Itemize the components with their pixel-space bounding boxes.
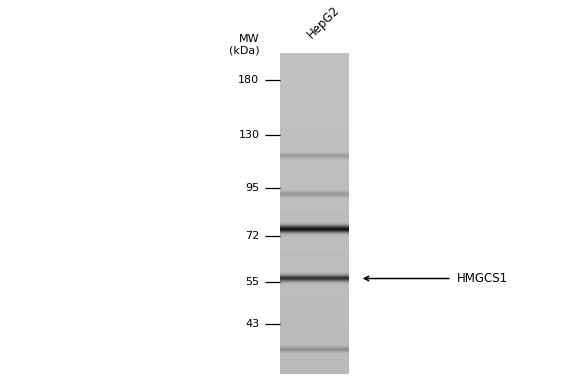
Text: 43: 43 [246, 319, 260, 328]
Text: 95: 95 [246, 183, 260, 194]
Text: 130: 130 [239, 130, 260, 140]
Text: 72: 72 [245, 231, 260, 241]
Text: 55: 55 [246, 277, 260, 287]
Text: HMGCS1: HMGCS1 [457, 272, 509, 285]
Text: HepG2: HepG2 [305, 3, 342, 40]
Text: MW
(kDa): MW (kDa) [229, 34, 260, 56]
Text: 180: 180 [238, 74, 260, 85]
